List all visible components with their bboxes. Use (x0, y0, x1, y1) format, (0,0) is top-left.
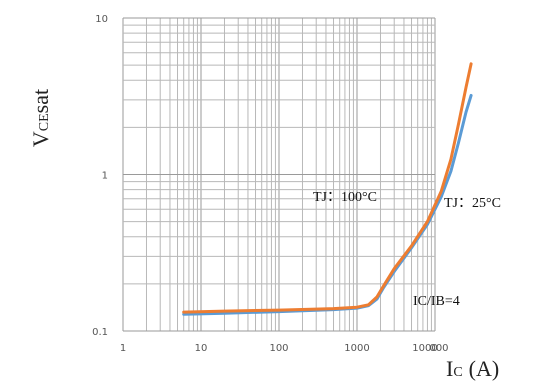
x-tick-label: 000 (429, 343, 448, 354)
x-tick-label: 1 (120, 343, 126, 354)
x-tick-label: 100 (269, 343, 288, 354)
y-tick-label: 0.1 (92, 327, 108, 338)
x-tick-label: 10 (195, 343, 208, 354)
y-tick-labels: 10 1 0.1 (92, 14, 108, 338)
x-axis-label-rest: (A) (469, 356, 500, 381)
y-tick-label: 10 (95, 14, 108, 25)
annotation-label: IC/IB=4 (413, 294, 460, 309)
series-line-tj-25c (182, 62, 473, 314)
x-axis-label: IC (A) (446, 356, 499, 381)
x-tick-label: 1000 (412, 343, 437, 354)
x-tick-label: 1000 (344, 343, 369, 354)
series-layer (182, 62, 473, 316)
x-axis-label-sub: C (453, 365, 462, 380)
annotation-label: TJ：25°C (444, 196, 501, 211)
annotations: TJ：100°C TJ：25°C IC/IB=4 (313, 190, 501, 309)
x-axis-label-main: I (446, 356, 453, 381)
annotation-label: TJ：100°C (313, 190, 377, 205)
y-axis-label-main: V (28, 131, 53, 147)
y-axis-label-sub: CE (37, 113, 52, 131)
y-tick-label: 1 (102, 171, 108, 182)
y-axis-label-rest: sat (28, 89, 53, 113)
grid (122, 17, 436, 332)
y-axis-label: VCEsat (28, 89, 53, 147)
